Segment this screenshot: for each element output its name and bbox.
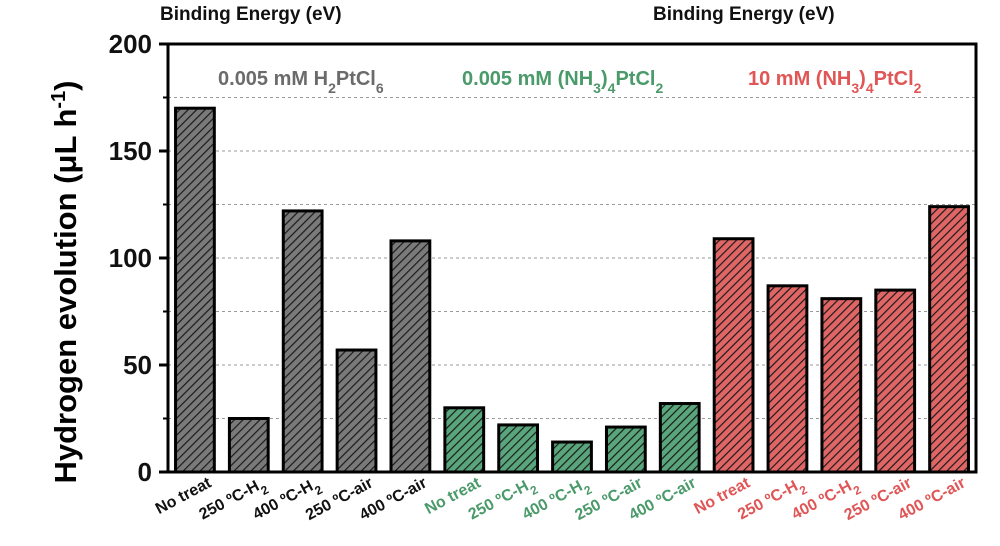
bar-gray [227, 417, 270, 474]
bar-green [443, 406, 486, 474]
bar-gray [174, 106, 216, 474]
binding-energy-title-left: Binding Energy (eV) [160, 4, 342, 25]
group-label: 0.005 mM H2PtCl6 [218, 68, 384, 96]
y-tick-label: 150 [109, 136, 152, 166]
bar-red [712, 237, 755, 474]
bars [174, 106, 970, 474]
bar-green [604, 425, 647, 474]
y-tick-label: 200 [109, 29, 152, 59]
y-tick-label: 50 [123, 350, 152, 380]
y-axis-label: Hydrogen evolution (μL h-1) [48, 80, 83, 483]
bar-green [497, 423, 540, 474]
y-tick-label: 100 [109, 243, 152, 273]
group-label: 10 mM (NH3)4PtCl2 [748, 68, 922, 96]
bar-green [658, 402, 701, 474]
bar-red [874, 288, 917, 474]
bar-gray [335, 348, 378, 474]
binding-energy-title-right: Binding Energy (eV) [653, 4, 835, 25]
bar-red [928, 205, 970, 474]
y-tick-label: 0 [138, 457, 152, 487]
bar-gray [281, 209, 324, 474]
bar-gray [389, 239, 432, 474]
bar-green [551, 440, 593, 474]
bar-red [820, 297, 863, 474]
group-label: 0.005 mM (NH3)4PtCl2 [462, 68, 663, 96]
bar-red [766, 284, 809, 474]
axes [159, 42, 978, 474]
